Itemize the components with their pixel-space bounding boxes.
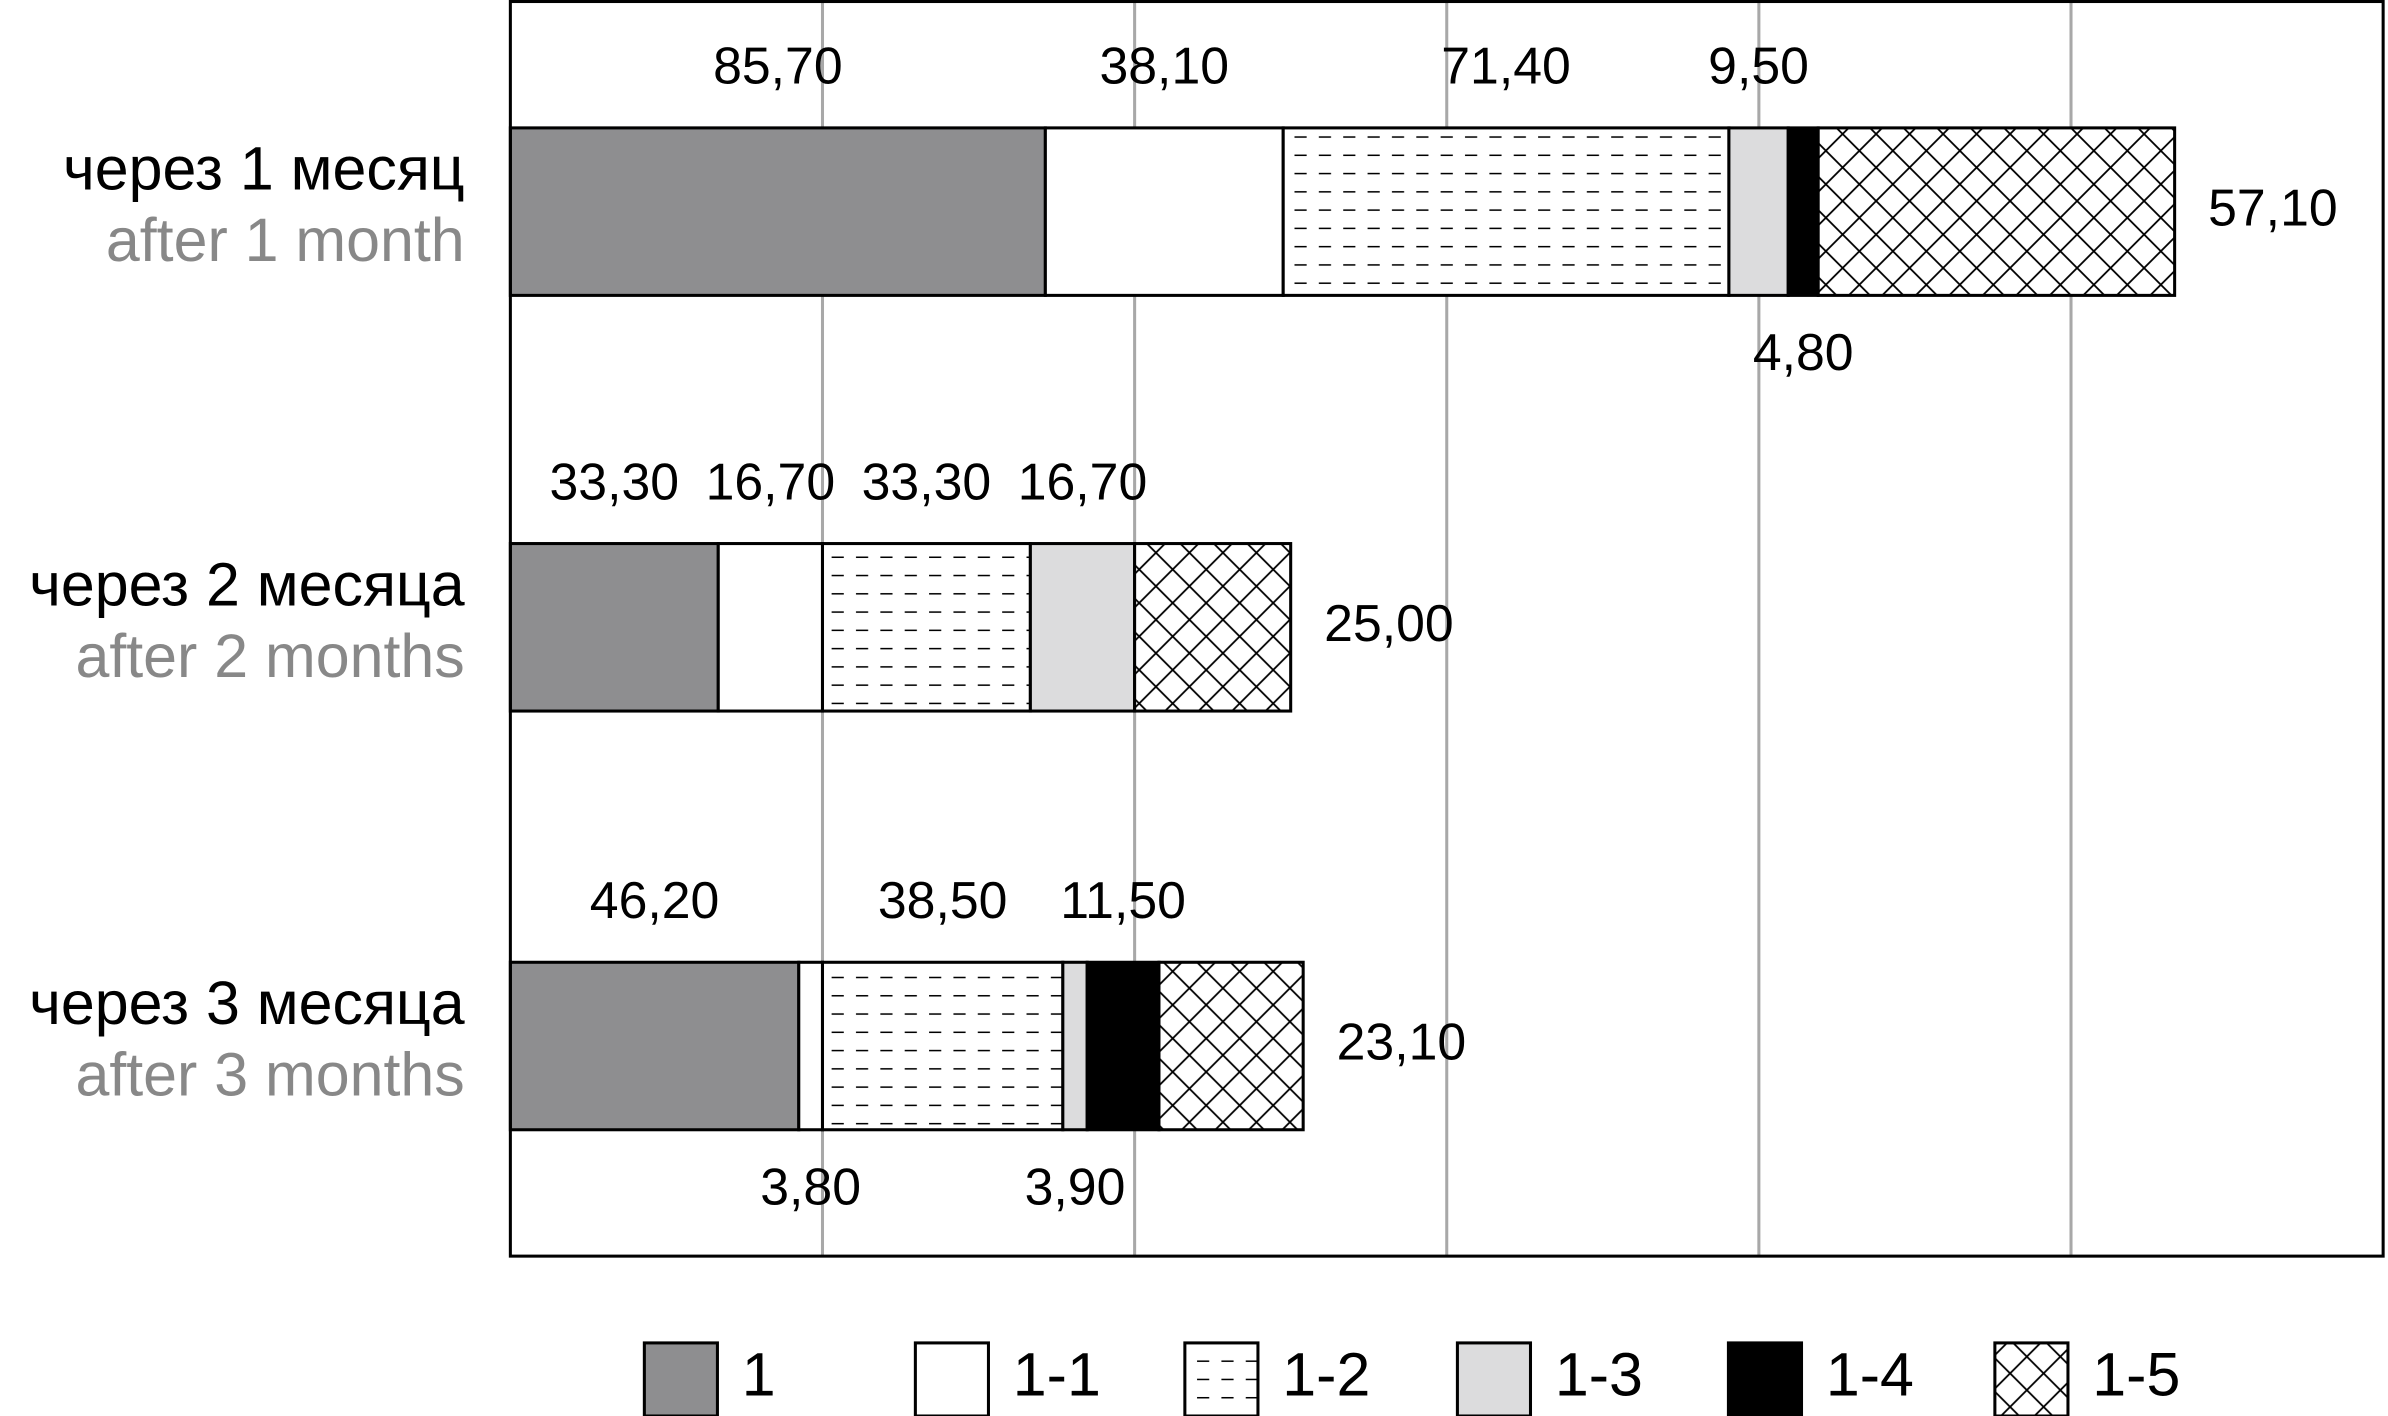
- category-label: через 1 месяц: [63, 135, 465, 203]
- bar-segment: [1043, 126, 1285, 297]
- bar-segment: [1061, 960, 1089, 1132]
- category-label-en: after 2 months: [75, 622, 464, 690]
- legend-label: 1-4: [1826, 1341, 1914, 1409]
- bar-segment: [1281, 126, 1731, 297]
- value-label: 85,70: [713, 37, 843, 95]
- bar-segment: [1786, 126, 1820, 297]
- category-label-en: after 3 months: [75, 1041, 464, 1109]
- plot-frame: [508, 0, 2385, 1258]
- value-label: 4,80: [1753, 323, 1854, 381]
- bar-segment: [508, 126, 1047, 297]
- legend-label: 1-3: [1555, 1341, 1643, 1409]
- category-label: через 2 месяца: [29, 550, 465, 618]
- bar-segment: [1727, 126, 1790, 297]
- category-label-en: after 1 month: [106, 206, 465, 274]
- value-label: 57,10: [2208, 178, 2338, 236]
- legend-swatch: [1183, 1341, 1260, 1416]
- value-label: 11,50: [1060, 871, 1186, 929]
- legend-label: 1-1: [1013, 1341, 1101, 1409]
- value-label: 33,30: [550, 452, 680, 510]
- value-label: 46,20: [590, 871, 720, 929]
- bar-segment: [716, 542, 825, 713]
- bar-segment: [1816, 126, 2177, 297]
- legend-swatch: [913, 1341, 990, 1416]
- legend-swatch: [1726, 1341, 1804, 1416]
- bar-segment: [797, 960, 825, 1132]
- category-label: через 3 месяца: [29, 969, 465, 1037]
- bars: [508, 126, 2177, 1132]
- legend-label: 1-5: [2092, 1341, 2180, 1409]
- legend-swatch: [1993, 1341, 2070, 1416]
- bar-segment: [508, 960, 801, 1132]
- legend-label: 1-2: [1282, 1341, 1370, 1409]
- legend-swatch: [642, 1341, 719, 1416]
- bar-segment: [1085, 960, 1161, 1132]
- bar-segment: [508, 542, 720, 713]
- value-label: 16,70: [1018, 452, 1148, 510]
- value-label: 23,10: [1337, 1013, 1467, 1071]
- value-label: 25,00: [1324, 594, 1454, 652]
- bar-segment: [1028, 542, 1137, 713]
- bar-segment: [1157, 960, 1305, 1132]
- value-label: 3,80: [760, 1157, 861, 1215]
- value-label: 38,10: [1100, 37, 1230, 95]
- value-label: 33,30: [862, 452, 992, 510]
- value-label: 16,70: [706, 452, 836, 510]
- value-label: 71,40: [1441, 37, 1571, 95]
- value-label: 3,90: [1025, 1157, 1126, 1215]
- value-label: 9,50: [1708, 37, 1809, 95]
- bar-segment: [820, 960, 1065, 1132]
- bar-segment: [820, 542, 1032, 713]
- value-label: 38,50: [878, 871, 1008, 929]
- legend-label: 1: [742, 1341, 776, 1409]
- legend-swatch: [1455, 1341, 1533, 1416]
- bar-segment: [1133, 542, 1293, 713]
